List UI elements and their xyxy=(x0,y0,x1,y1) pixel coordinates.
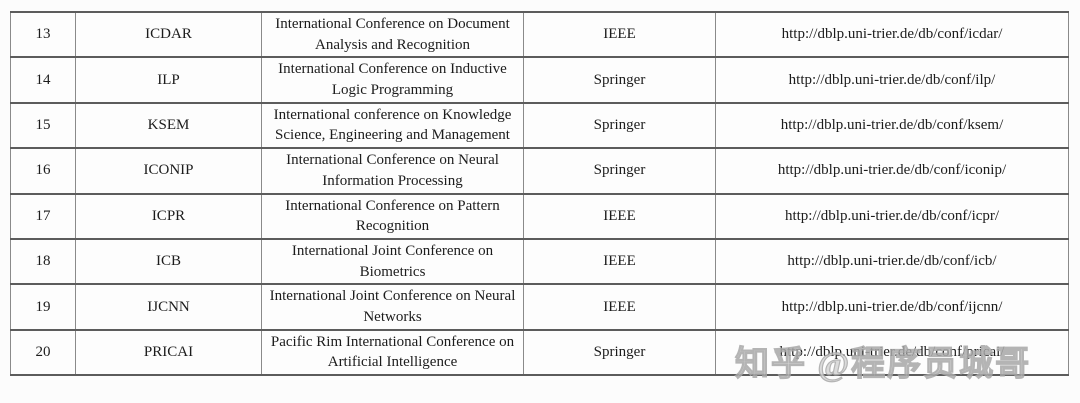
table-row: 18 ICB International Joint Conference on… xyxy=(10,237,1069,286)
table-row: 20 PRICAI Pacific Rim International Conf… xyxy=(10,328,1069,377)
cell-publisher: IEEE xyxy=(523,192,716,240)
conference-table: 13 ICDAR International Conference on Doc… xyxy=(10,10,1069,377)
cell-name: Pacific Rim International Conference on … xyxy=(261,328,524,377)
cell-index: 16 xyxy=(10,147,76,195)
cell-acronym: KSEM xyxy=(75,101,262,150)
cell-publisher: IEEE xyxy=(523,283,716,331)
cell-name: International Conference on Neural Infor… xyxy=(261,147,524,195)
cell-url: http://dblp.uni-trier.de/db/conf/iconip/ xyxy=(715,147,1069,195)
table-row: 15 KSEM International conference on Know… xyxy=(10,101,1069,150)
cell-publisher: IEEE xyxy=(523,237,716,286)
cell-url: http://dblp.uni-trier.de/db/conf/ilp/ xyxy=(715,56,1069,104)
cell-publisher: Springer xyxy=(523,56,716,104)
cell-acronym: ICB xyxy=(75,237,262,286)
cell-url: http://dblp.uni-trier.de/db/conf/ijcnn/ xyxy=(715,283,1069,331)
cell-url: http://dblp.uni-trier.de/db/conf/icdar/ xyxy=(715,10,1069,59)
cell-name: International Joint Conference on Neural… xyxy=(261,283,524,331)
cell-name: International Conference on Inductive Lo… xyxy=(261,56,524,104)
cell-index: 20 xyxy=(10,328,76,377)
table-row: 17 ICPR International Conference on Patt… xyxy=(10,192,1069,240)
cell-index: 17 xyxy=(10,192,76,240)
cell-url: http://dblp.uni-trier.de/db/conf/ksem/ xyxy=(715,101,1069,150)
cell-acronym: PRICAI xyxy=(75,328,262,377)
cell-acronym: ICDAR xyxy=(75,10,262,59)
cell-publisher: Springer xyxy=(523,147,716,195)
table-row: 14 ILP International Conference on Induc… xyxy=(10,56,1069,104)
cell-publisher: Springer xyxy=(523,101,716,150)
cell-publisher: IEEE xyxy=(523,10,716,59)
cell-url: http://dblp.uni-trier.de/db/conf/pricai/ xyxy=(715,328,1069,377)
cell-acronym: ILP xyxy=(75,56,262,104)
cell-index: 18 xyxy=(10,237,76,286)
cell-index: 19 xyxy=(10,283,76,331)
cell-url: http://dblp.uni-trier.de/db/conf/icb/ xyxy=(715,237,1069,286)
cell-name: International Conference on Document Ana… xyxy=(261,10,524,59)
cell-index: 14 xyxy=(10,56,76,104)
cell-acronym: IJCNN xyxy=(75,283,262,331)
cell-index: 13 xyxy=(10,10,76,59)
table-row: 13 ICDAR International Conference on Doc… xyxy=(10,10,1069,59)
cell-name: International Joint Conference on Biomet… xyxy=(261,237,524,286)
cell-publisher: Springer xyxy=(523,328,716,377)
cell-name: International conference on Knowledge Sc… xyxy=(261,101,524,150)
cell-url: http://dblp.uni-trier.de/db/conf/icpr/ xyxy=(715,192,1069,240)
table-row: 19 IJCNN International Joint Conference … xyxy=(10,283,1069,331)
table-row: 16 ICONIP International Conference on Ne… xyxy=(10,147,1069,195)
cell-index: 15 xyxy=(10,101,76,150)
cell-acronym: ICONIP xyxy=(75,147,262,195)
cell-acronym: ICPR xyxy=(75,192,262,240)
cell-name: International Conference on Pattern Reco… xyxy=(261,192,524,240)
